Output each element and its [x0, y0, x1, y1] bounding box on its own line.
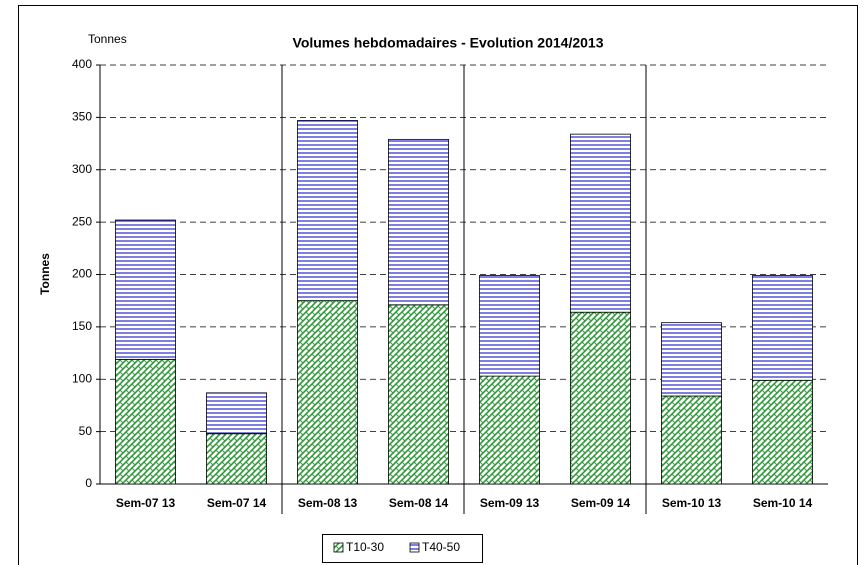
unit-label: Tonnes	[88, 32, 127, 46]
bar-segment	[115, 358, 176, 485]
legend-swatch	[409, 542, 420, 553]
legend-swatch	[333, 542, 344, 553]
bar-segment	[206, 392, 267, 435]
y-tick-label: 250	[72, 214, 92, 228]
y-tick-label: 100	[72, 371, 92, 385]
x-tick-label: Sem-07 14	[207, 496, 267, 510]
bar-segment	[570, 311, 631, 485]
chart-title: Volumes hebdomadaires - Evolution 2014/2…	[293, 35, 604, 51]
legend: T10-30 T40-50	[322, 534, 483, 563]
y-tick-label: 300	[72, 162, 92, 176]
legend-box	[322, 534, 483, 563]
x-tick-label: Sem-08 14	[389, 496, 449, 510]
y-axis-title: Tonnes	[38, 253, 52, 295]
x-tick-label: Sem-08 13	[298, 496, 358, 510]
bar-segment	[479, 375, 540, 485]
y-tick-label: 200	[72, 267, 92, 281]
x-tick-label: Sem-07 13	[116, 496, 176, 510]
y-tick-label: 150	[72, 319, 92, 333]
y-tick-label: 350	[72, 110, 92, 124]
bar-segment	[661, 395, 722, 485]
y-tick-label: 400	[72, 57, 92, 71]
legend-label: T40-50	[422, 540, 460, 554]
y-tick-label: 50	[79, 424, 93, 438]
bar-segment	[297, 300, 358, 485]
bar-segment	[388, 304, 449, 485]
bar-segment	[297, 120, 358, 302]
bar-segment	[206, 433, 267, 485]
bar-segment	[479, 275, 540, 377]
bar-segment	[115, 219, 176, 360]
x-tick-label: Sem-10 13	[662, 496, 722, 510]
bar-segment	[388, 138, 449, 306]
bar-segment	[570, 133, 631, 313]
x-tick-label: Sem-09 14	[571, 496, 631, 510]
x-tick-label: Sem-10 14	[753, 496, 813, 510]
bar-segment	[752, 379, 813, 485]
x-tick-label: Sem-09 13	[480, 496, 540, 510]
bar-segment	[661, 322, 722, 397]
y-tick-label: 0	[85, 476, 92, 490]
legend-label: T10-30	[346, 540, 384, 554]
bar-segment	[752, 275, 813, 381]
